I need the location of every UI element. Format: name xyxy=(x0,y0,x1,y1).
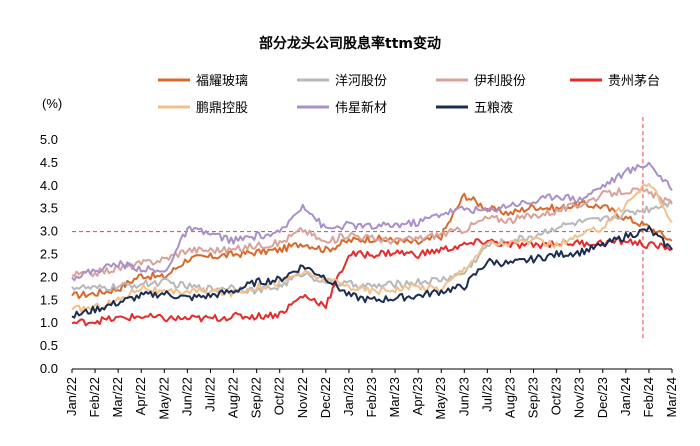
x-tick-label: Jul/22 xyxy=(202,377,217,412)
x-tick-label: May/23 xyxy=(433,377,448,420)
x-tick-label: Mar/23 xyxy=(387,377,402,417)
y-tick-label: 2.5 xyxy=(40,247,58,262)
y-tick-label: 0.0 xyxy=(40,361,58,376)
x-tick-label: Jun/22 xyxy=(179,377,194,416)
x-tick-label: Sep/22 xyxy=(249,377,264,418)
x-tick-label: Dec/23 xyxy=(595,377,610,418)
series-line xyxy=(71,192,673,300)
x-tick-label: Apr/22 xyxy=(133,377,148,415)
x-tick-label: Dec/22 xyxy=(318,377,333,418)
y-tick-label: 1.0 xyxy=(40,315,58,330)
series-line xyxy=(71,225,673,319)
y-axis-unit: (%) xyxy=(42,96,62,111)
series-line xyxy=(71,182,673,313)
legend-label: 五粮液 xyxy=(474,101,513,116)
legend-label: 伟星新材 xyxy=(335,100,387,116)
x-tick-label: May/22 xyxy=(156,377,171,420)
x-tick-label: Feb/24 xyxy=(641,377,656,417)
x-tick-label: Feb/22 xyxy=(87,377,102,417)
x-tick-label: Feb/23 xyxy=(364,377,379,417)
y-tick-label: 5.0 xyxy=(40,132,58,147)
x-tick-label: Sep/23 xyxy=(526,377,541,418)
x-tick-label: Jan/23 xyxy=(341,377,356,416)
y-axis: 0.0 0.5 1.0 1.5 2.0 2.5 3.0 3.5 4.0 4.5 5.0 xyxy=(40,132,58,376)
legend-label: 洋河股份 xyxy=(335,74,387,89)
series-line xyxy=(71,187,673,278)
x-tick-label: Aug/23 xyxy=(502,377,517,418)
x-tick-label: Nov/22 xyxy=(295,377,310,418)
x-tick-label: Oct/23 xyxy=(549,377,564,415)
x-tick-label: Nov/23 xyxy=(572,377,587,418)
x-tick-label: Aug/22 xyxy=(226,377,241,418)
plot-area xyxy=(71,161,673,327)
x-axis: Jan/22 Feb/22 Mar/22 Apr/22 May/22 Jun/22 Jul/… xyxy=(64,368,679,420)
y-tick-label: 3.0 xyxy=(40,224,58,239)
y-tick-label: 1.5 xyxy=(40,292,58,307)
series-line xyxy=(71,200,673,295)
x-tick-label: Mar/24 xyxy=(664,377,679,417)
legend-label: 贵州茅台 xyxy=(608,74,660,89)
x-tick-label: Jan/22 xyxy=(64,377,79,416)
y-tick-label: 3.5 xyxy=(40,201,58,216)
x-tick-label: Apr/23 xyxy=(410,377,425,415)
x-tick-label: Mar/22 xyxy=(110,377,125,417)
legend-label: 伊利股份 xyxy=(474,74,526,89)
x-tick-label: Jun/23 xyxy=(456,377,471,416)
x-tick-label: Jul/23 xyxy=(479,377,494,412)
x-tick-label: Jan/24 xyxy=(618,377,633,416)
y-tick-label: 4.0 xyxy=(40,178,58,193)
y-tick-label: 0.5 xyxy=(40,338,58,353)
series-line xyxy=(71,161,673,282)
legend-label: 鹏鼎控股 xyxy=(196,101,248,116)
y-tick-label: 2.0 xyxy=(40,269,58,284)
chart-title: 部分龙头公司股息率ttm变动 xyxy=(259,35,441,52)
series-line xyxy=(71,237,673,327)
legend-label: 福耀玻璃 xyxy=(196,74,248,89)
y-tick-label: 4.5 xyxy=(40,155,58,170)
x-tick-label: Oct/22 xyxy=(272,377,287,415)
